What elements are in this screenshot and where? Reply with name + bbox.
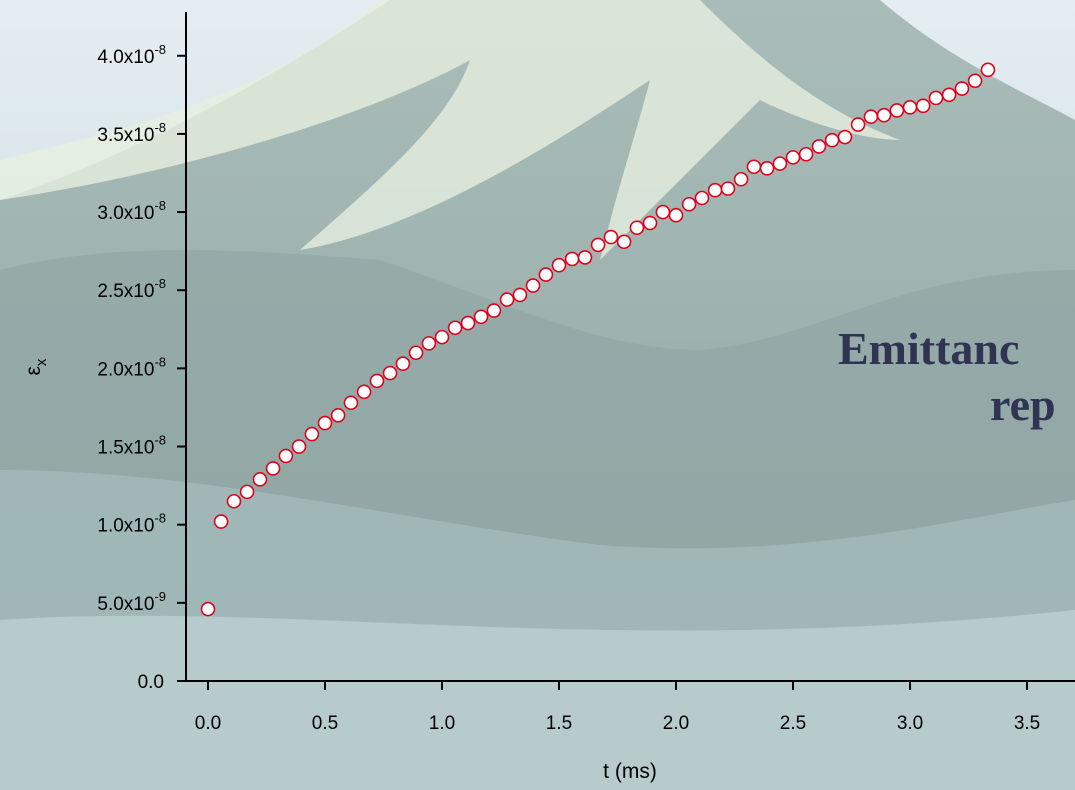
x-tick-label: 3.5 bbox=[1014, 713, 1040, 734]
annotation: rep bbox=[990, 379, 1056, 430]
x-tick-label: 2.0 bbox=[663, 713, 689, 734]
data-point bbox=[929, 91, 942, 104]
data-point bbox=[955, 82, 968, 95]
data-point bbox=[800, 148, 813, 161]
data-point bbox=[747, 160, 760, 173]
data-point bbox=[553, 259, 566, 272]
data-point bbox=[566, 252, 579, 265]
data-point bbox=[644, 217, 657, 230]
data-point bbox=[370, 374, 383, 387]
x-tick-label: 0.0 bbox=[195, 713, 221, 734]
data-point bbox=[293, 440, 306, 453]
data-point bbox=[864, 110, 877, 123]
y-tick-label-exponent: -8 bbox=[154, 276, 166, 291]
data-point bbox=[241, 485, 254, 498]
data-point bbox=[305, 428, 318, 441]
data-point bbox=[436, 331, 449, 344]
y-tick-label-exponent: -9 bbox=[154, 589, 166, 604]
data-point bbox=[721, 182, 734, 195]
y-tick-label-base: 3.0x10 bbox=[97, 203, 154, 224]
data-point bbox=[449, 321, 462, 334]
y-tick-label-exponent: -8 bbox=[154, 120, 166, 135]
data-point bbox=[501, 293, 514, 306]
data-point bbox=[890, 104, 903, 117]
annotation: Emittanc bbox=[838, 323, 1019, 374]
y-axis-label-sub: x bbox=[33, 358, 50, 366]
data-point bbox=[943, 88, 956, 101]
data-point bbox=[852, 118, 865, 131]
data-point bbox=[981, 63, 994, 76]
y-tick-label-base: 2.5x10 bbox=[97, 281, 154, 302]
x-tick-label: 3.0 bbox=[897, 713, 923, 734]
data-point bbox=[487, 304, 500, 317]
data-point bbox=[838, 131, 851, 144]
data-point bbox=[618, 235, 631, 248]
data-point bbox=[358, 385, 371, 398]
x-tick-label: 1.5 bbox=[546, 713, 572, 734]
y-tick-label-exponent: -8 bbox=[154, 198, 166, 213]
data-point bbox=[461, 317, 474, 330]
data-point bbox=[384, 367, 397, 380]
data-point bbox=[773, 157, 786, 170]
x-axis-label: t (ms) bbox=[603, 760, 657, 783]
y-tick-label-exponent: -8 bbox=[154, 433, 166, 448]
y-axis-label-main: ε bbox=[22, 366, 45, 375]
y-tick-label-base: 5.0x10 bbox=[97, 594, 154, 615]
data-point bbox=[344, 396, 357, 409]
data-point bbox=[578, 251, 591, 264]
data-point bbox=[904, 101, 917, 114]
data-point bbox=[695, 192, 708, 205]
data-point bbox=[826, 134, 839, 147]
data-point bbox=[604, 231, 617, 244]
data-point bbox=[812, 140, 825, 153]
x-tick-label: 2.5 bbox=[780, 713, 806, 734]
y-tick-label-base: 1.5x10 bbox=[97, 438, 154, 459]
data-point bbox=[527, 279, 540, 292]
data-point bbox=[969, 74, 982, 87]
data-point bbox=[215, 515, 228, 528]
y-tick-label-base: 2.0x10 bbox=[97, 359, 154, 380]
data-point bbox=[787, 151, 800, 164]
data-point bbox=[513, 288, 526, 301]
y-tick-label-exponent: -8 bbox=[154, 511, 166, 526]
data-point bbox=[253, 473, 266, 486]
data-point bbox=[878, 109, 891, 122]
data-point bbox=[917, 99, 930, 112]
data-point bbox=[267, 462, 280, 475]
data-point bbox=[735, 173, 748, 186]
data-point bbox=[683, 198, 696, 211]
y-tick-label: 0.0 bbox=[138, 672, 164, 693]
data-point bbox=[630, 221, 643, 234]
data-point bbox=[410, 346, 423, 359]
chart: Emittanc rep t (ms) εx 0.0 5.0x10-9 1.0x10… bbox=[0, 0, 1075, 790]
y-tick-label-base: 1.0x10 bbox=[97, 516, 154, 537]
data-point bbox=[396, 357, 409, 370]
data-point bbox=[201, 603, 214, 616]
data-point bbox=[656, 206, 669, 219]
x-tick-label: 0.5 bbox=[312, 713, 338, 734]
data-point bbox=[761, 162, 774, 175]
x-tick-label: 1.0 bbox=[429, 713, 455, 734]
data-point bbox=[422, 337, 435, 350]
data-point bbox=[539, 268, 552, 281]
data-point bbox=[279, 449, 292, 462]
y-tick-label-base: 3.5x10 bbox=[97, 125, 154, 146]
data-point bbox=[670, 209, 683, 222]
data-point bbox=[227, 495, 240, 508]
data-point bbox=[709, 184, 722, 197]
y-tick-label-base: 0.0 bbox=[138, 672, 164, 693]
data-point bbox=[475, 310, 488, 323]
data-point bbox=[319, 417, 332, 430]
y-tick-label-exponent: -8 bbox=[154, 354, 166, 369]
y-tick-label-exponent: -8 bbox=[154, 42, 166, 57]
data-point bbox=[332, 409, 345, 422]
y-tick-label-base: 4.0x10 bbox=[97, 47, 154, 68]
data-point bbox=[592, 238, 605, 251]
